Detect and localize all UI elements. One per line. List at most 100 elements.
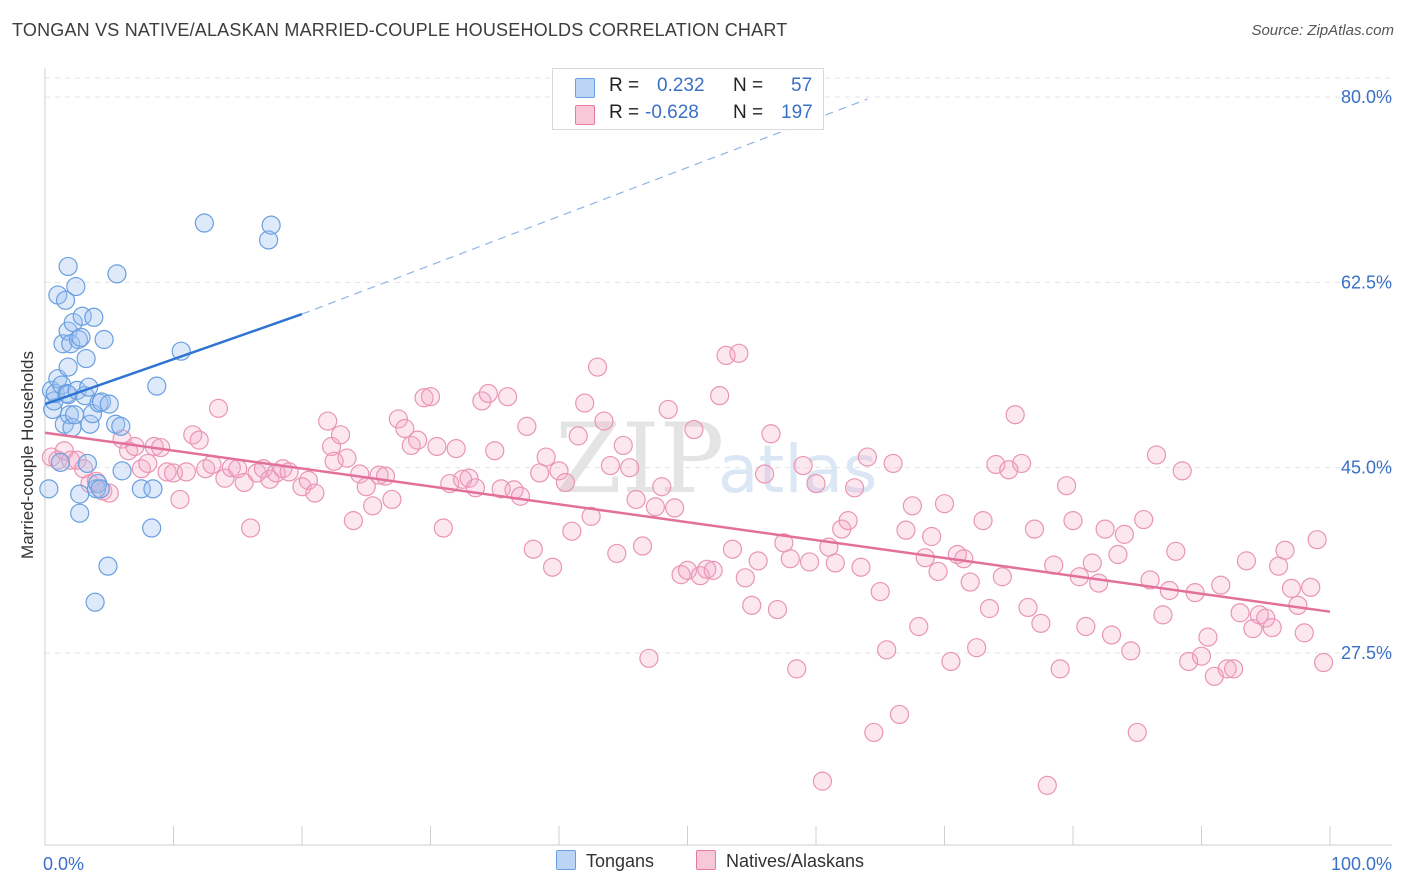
native-alaskan-point <box>1313 652 1334 673</box>
x-axis-ticks <box>44 826 1331 845</box>
native-alaskan-point <box>922 526 942 547</box>
tongan-point <box>142 518 162 538</box>
tongan-point <box>88 473 108 494</box>
x-tick-label-max: 100.0% <box>1331 854 1392 874</box>
tongan-point <box>261 215 281 235</box>
native-alaskan-point <box>337 448 357 468</box>
natives-legend-label: Natives/Alaskans <box>726 851 865 871</box>
native-alaskan-point <box>896 520 916 540</box>
native-alaskan-point <box>607 543 627 564</box>
native-alaskan-point <box>1056 476 1077 496</box>
native-alaskan-point <box>1172 461 1192 481</box>
native-alaskan-point <box>761 424 781 444</box>
native-alaskan-point <box>915 548 935 568</box>
tongan-point <box>53 334 73 354</box>
native-alaskan-point <box>967 638 987 658</box>
native-alaskan-point <box>1024 519 1045 539</box>
tongan-point <box>58 384 78 405</box>
native-alaskan-point <box>812 771 833 791</box>
native-alaskan-point <box>1153 605 1173 625</box>
native-alaskan-point <box>722 539 743 559</box>
native-alaskan-point <box>1191 646 1212 666</box>
tongan-point <box>90 479 110 499</box>
native-alaskan-point <box>562 521 582 541</box>
native-alaskan-point <box>1224 659 1244 679</box>
native-alaskan-point <box>401 435 421 456</box>
native-alaskan-point <box>1134 509 1154 530</box>
tongan-point <box>258 230 279 250</box>
tongan-point <box>76 348 96 369</box>
native-alaskan-point <box>1108 544 1128 565</box>
x-axis-tick-labels: 0.0% 100.0% <box>43 854 1392 874</box>
tongan-point <box>147 376 167 396</box>
native-alaskan-point <box>1179 651 1199 672</box>
chart-title: TONGAN VS NATIVE/ALASKAN MARRIED-COUPLE … <box>12 20 788 40</box>
native-alaskan-point <box>703 560 723 580</box>
native-alaskan-point <box>864 722 884 743</box>
native-alaskan-point <box>388 409 408 429</box>
natives-swatch <box>575 105 595 125</box>
native-alaskan-point <box>138 453 158 474</box>
tongan-point <box>85 592 105 612</box>
native-alaskan-point <box>684 419 704 440</box>
native-alaskan-point <box>1018 597 1038 618</box>
native-alaskan-point <box>729 343 749 363</box>
native-alaskan-point <box>870 581 890 602</box>
native-alaskan-point <box>330 425 351 445</box>
legend-r-value-natives: -0.628 <box>645 102 699 123</box>
tongan-point <box>143 479 163 499</box>
native-alaskan-point <box>960 572 980 592</box>
tongans-points <box>39 213 281 612</box>
native-alaskan-point <box>928 561 948 582</box>
native-alaskan-point <box>780 549 800 569</box>
native-alaskan-point <box>1050 659 1070 679</box>
native-alaskan-point <box>677 560 698 580</box>
native-alaskan-point <box>234 472 254 493</box>
native-alaskan-point <box>851 557 871 577</box>
tongan-point <box>131 479 151 499</box>
native-alaskan-point <box>427 436 447 457</box>
native-alaskan-point <box>523 539 543 559</box>
native-alaskan-point <box>613 435 633 456</box>
tongan-point <box>64 405 85 425</box>
native-alaskan-point <box>658 399 678 420</box>
native-alaskan-point <box>1089 573 1109 593</box>
native-alaskan-point <box>575 393 595 413</box>
tongan-point <box>71 327 91 348</box>
native-alaskan-point <box>793 455 813 476</box>
native-alaskan-point <box>170 489 190 510</box>
tongans-swatch <box>575 78 595 98</box>
tongan-point <box>99 394 119 414</box>
native-alaskan-point <box>343 511 363 531</box>
native-alaskan-point <box>305 483 325 503</box>
native-alaskan-point <box>433 518 453 538</box>
watermark: ZIP atlas <box>555 403 878 515</box>
native-alaskan-point <box>498 387 518 407</box>
native-alaskan-point <box>889 704 910 725</box>
legend-n-value-tongans: 57 <box>791 75 813 96</box>
native-alaskan-point <box>1127 722 1147 743</box>
y-tick-label: 27.5% <box>1341 643 1392 663</box>
native-alaskan-point <box>1166 541 1186 561</box>
tongan-point <box>194 213 214 233</box>
native-alaskan-point <box>754 464 775 484</box>
native-alaskan-point <box>1076 616 1096 637</box>
natives-trend-line <box>44 431 1331 613</box>
legend-n-label: N = <box>733 75 764 96</box>
native-alaskan-point <box>363 496 383 516</box>
tongan-point <box>66 276 86 297</box>
native-alaskan-point <box>799 552 820 572</box>
native-alaskan-point <box>1082 553 1102 573</box>
legend-n-label: N = <box>733 102 764 123</box>
legend-r-label: R = <box>609 102 640 123</box>
native-alaskan-point <box>1236 551 1257 571</box>
natives-legend-swatch <box>696 850 716 870</box>
x-tick-label-min: 0.0% <box>43 854 84 874</box>
native-alaskan-point <box>877 640 897 660</box>
native-alaskan-point <box>189 430 209 450</box>
native-alaskan-point <box>131 459 151 479</box>
tongan-point <box>50 452 71 472</box>
native-alaskan-point <box>395 418 415 439</box>
tongans-trend-extension <box>301 98 868 315</box>
